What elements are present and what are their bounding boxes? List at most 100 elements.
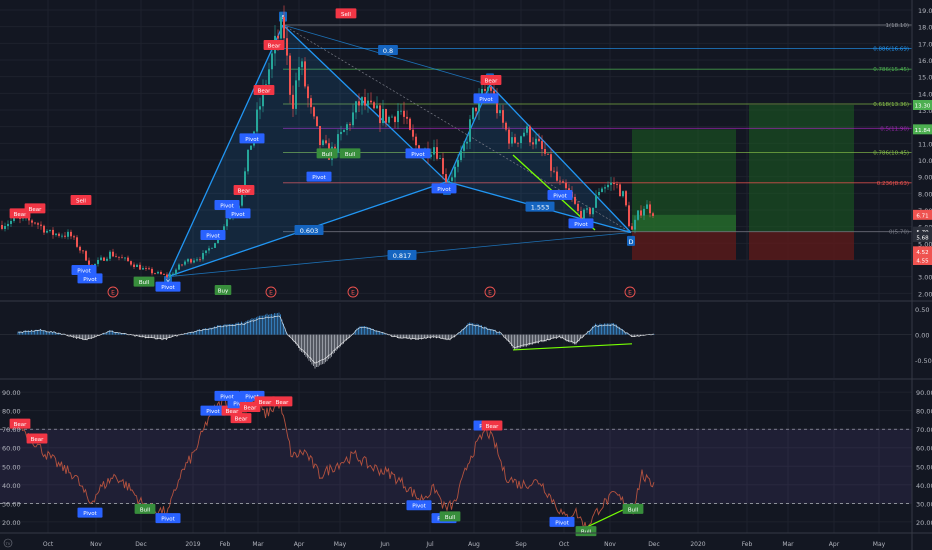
- x-axis: Oct Nov Dec 2019 Feb Mar Apr May Jun Jul Aug Sep Oct…: [43, 541, 886, 548]
- rsi-marker-box: [406, 500, 432, 511]
- candle: [652, 211, 654, 219]
- candle-body: [640, 210, 642, 216]
- candle: [340, 125, 342, 141]
- osc-signal-line: [18, 315, 655, 365]
- rsi-marker-label: Pivot: [555, 520, 569, 526]
- rsi-y-tick-left-3: 60.00: [2, 445, 21, 453]
- candle: [592, 207, 594, 218]
- candle: [319, 125, 321, 151]
- candle: [448, 177, 450, 184]
- candle: [373, 100, 375, 110]
- rsi-marker-19: Pivot: [549, 516, 575, 527]
- candle-body: [127, 257, 129, 262]
- rsi-y-tick-left-5: 40.00: [2, 482, 21, 490]
- candle: [526, 123, 528, 136]
- candle-body: [178, 264, 180, 270]
- fib-label-4: 0.5(11.90): [880, 126, 909, 132]
- price-y-tick-1: 18.00: [918, 24, 932, 32]
- watermark-label: TV: [5, 542, 11, 546]
- x-tick-16: Feb: [742, 541, 753, 548]
- candle-body: [574, 196, 576, 204]
- candle-body: [190, 259, 192, 263]
- x-tick-9: Jul: [425, 541, 434, 548]
- candle: [142, 265, 144, 270]
- rsi-marker-label: Bear: [486, 424, 500, 430]
- candle: [67, 229, 69, 240]
- candle: [310, 94, 312, 114]
- candle-body: [103, 257, 105, 261]
- price-marker-0: Sell: [70, 195, 92, 205]
- event-1: E: [265, 286, 277, 298]
- rsi-marker-label: Pivot: [245, 394, 259, 400]
- candle-body: [442, 158, 444, 175]
- event-label: E: [488, 290, 492, 297]
- candle-body: [586, 208, 588, 210]
- candle: [646, 200, 648, 209]
- rsi-marker-12: Bear: [254, 396, 276, 407]
- rsi-marker-box: [77, 507, 103, 518]
- rsi-marker-label: Pivot: [161, 517, 175, 523]
- candle-body: [94, 263, 96, 266]
- candle: [466, 134, 468, 150]
- candle: [205, 250, 207, 256]
- price-marker-label: Bear: [14, 212, 28, 218]
- candle: [535, 132, 537, 149]
- rsi-marker-1: Bear: [26, 433, 48, 444]
- candle-body: [157, 271, 159, 274]
- candle: [514, 133, 516, 144]
- candle-body: [601, 188, 603, 192]
- candle: [397, 103, 399, 130]
- price-marker-box: [71, 265, 97, 275]
- price-marker-box: [547, 190, 573, 200]
- candle: [43, 224, 45, 236]
- candle-body: [448, 181, 450, 182]
- candle: [346, 122, 348, 136]
- x-tick-18: Apr: [829, 541, 840, 548]
- candle: [106, 256, 108, 262]
- candle: [502, 104, 504, 129]
- candle-body: [145, 268, 147, 269]
- candle-body: [520, 136, 522, 144]
- rsi-marker-label: Bear: [235, 417, 249, 423]
- candle-body: [547, 153, 549, 155]
- candle-body: [301, 61, 303, 68]
- candle: [613, 177, 615, 191]
- candle-body: [406, 116, 408, 119]
- candle: [382, 99, 384, 126]
- event-circle: [624, 286, 636, 298]
- candle-body: [202, 253, 204, 260]
- price-y-tick-10: 9.00: [918, 174, 932, 182]
- rsi-marker-label: Bear: [14, 422, 28, 428]
- candle: [541, 135, 543, 157]
- candle: [640, 205, 642, 219]
- fib-label-3: 0.618(13.36): [873, 102, 909, 108]
- candle: [529, 124, 531, 147]
- rsi-y-tick-0: 90.00: [916, 389, 932, 397]
- price-marker-label: Bull: [345, 152, 356, 158]
- candle: [286, 26, 288, 66]
- price-marker-box: [316, 148, 338, 159]
- candle: [622, 190, 624, 198]
- candle: [634, 215, 636, 234]
- candle-body: [166, 274, 168, 278]
- price-marker-box: [200, 230, 226, 240]
- candle: [547, 153, 549, 155]
- candle-body: [208, 248, 210, 251]
- price-tag-1: 11.84: [915, 128, 931, 134]
- event-circle: [107, 286, 119, 298]
- candle-body: [595, 195, 597, 208]
- candle: [118, 256, 120, 261]
- candle: [214, 242, 216, 248]
- rsi-marker-label: Bear: [276, 400, 290, 406]
- candle-body: [43, 225, 45, 233]
- candle: [37, 221, 39, 229]
- ratio-label-0: 0.8: [383, 47, 393, 55]
- candle: [415, 133, 417, 150]
- candle: [187, 258, 189, 264]
- candle: [40, 221, 42, 230]
- candle-body: [262, 86, 264, 107]
- candle-body: [649, 204, 651, 214]
